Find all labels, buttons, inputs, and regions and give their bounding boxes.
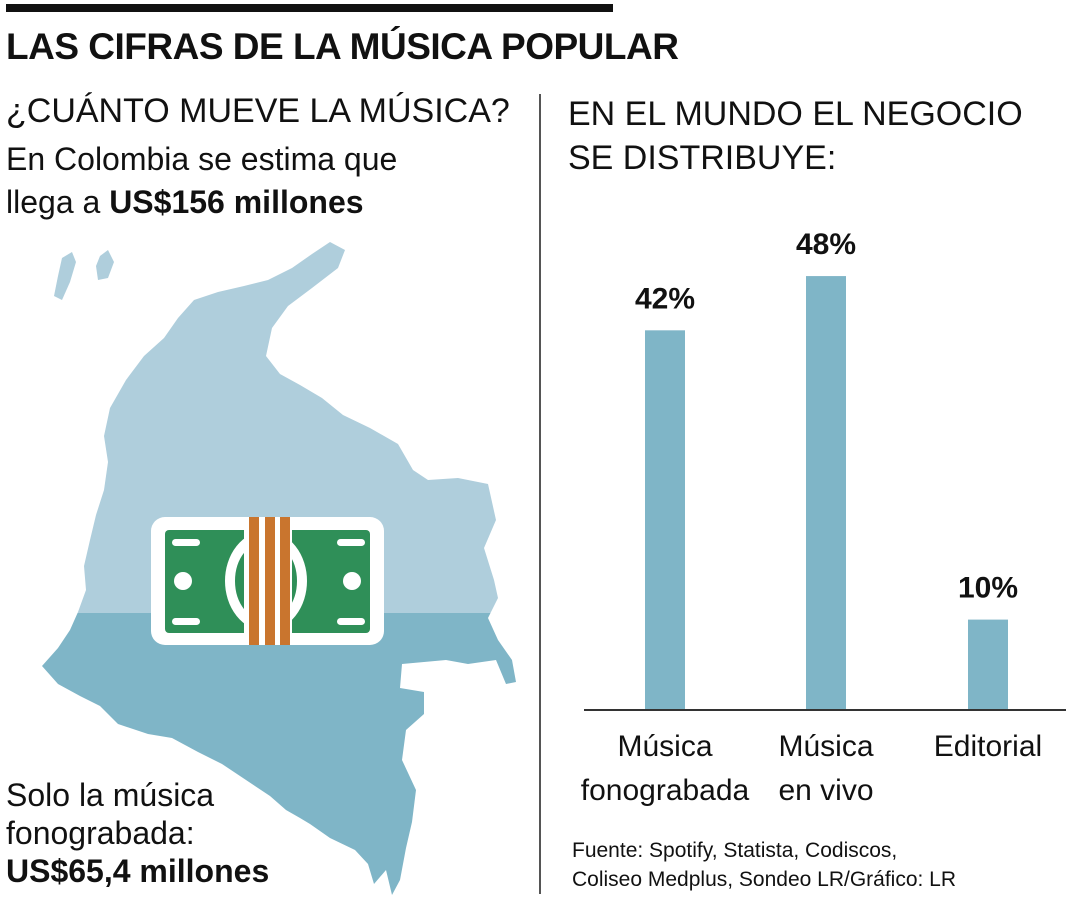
left-heading: ¿CUÁNTO MUEVE LA MÚSICA? bbox=[6, 92, 510, 130]
bar-value-label-2: 48% bbox=[796, 228, 856, 261]
category-label-1-line-1: Música bbox=[617, 730, 712, 763]
bar-3 bbox=[968, 619, 1008, 710]
distribution-bar-chart: 42% Música fonograbada 48% Música en vivo 10% E… bbox=[581, 228, 1066, 807]
source-line-1: Fuente: Spotify, Statista, Codiscos, bbox=[572, 839, 898, 862]
estimate-amount: US$156 millones bbox=[109, 184, 364, 220]
note-amount: US$65,4 millones bbox=[6, 853, 270, 889]
estimate-prefix: llega a bbox=[6, 184, 110, 220]
right-heading-line-2: SE DISTRIBUYE: bbox=[568, 139, 837, 177]
right-heading: EN EL MUNDO EL NEGOCIO SE DISTRIBUYE: bbox=[568, 92, 1048, 180]
bar-2 bbox=[806, 276, 846, 710]
colombia-estimate: En Colombia se estima que llega a US$156… bbox=[6, 138, 397, 224]
category-label-2-line-1: Música bbox=[778, 730, 873, 763]
page-title: LAS CIFRAS DE LA MÚSICA POPULAR bbox=[6, 26, 679, 67]
note-line-2: fonograbada: bbox=[6, 815, 195, 851]
colombia-map-icon bbox=[42, 242, 516, 895]
category-label-1-line-2: fonograbada bbox=[581, 774, 750, 807]
bar-1 bbox=[645, 330, 685, 710]
source-note: Fuente: Spotify, Statista, Codiscos, Col… bbox=[572, 836, 956, 894]
estimate-line-1: En Colombia se estima que bbox=[6, 141, 398, 177]
money-bill-icon bbox=[151, 517, 384, 645]
recorded-music-note: Solo la música fonograbada: US$65,4 mill… bbox=[6, 776, 269, 890]
bar-value-label-1: 42% bbox=[635, 282, 695, 315]
column-divider bbox=[539, 94, 541, 894]
estimate-line-2: llega a US$156 millones bbox=[6, 181, 397, 224]
bar-value-label-3: 10% bbox=[958, 572, 1018, 605]
note-line-1: Solo la música bbox=[6, 777, 215, 813]
right-heading-line-1: EN EL MUNDO EL NEGOCIO bbox=[568, 95, 1023, 133]
top-rule bbox=[6, 4, 613, 12]
category-label-3-line-1: Editorial bbox=[934, 730, 1042, 763]
source-line-2: Coliseo Medplus, Sondeo LR/Gráfico: LR bbox=[572, 868, 957, 891]
category-label-2-line-2: en vivo bbox=[778, 774, 873, 807]
